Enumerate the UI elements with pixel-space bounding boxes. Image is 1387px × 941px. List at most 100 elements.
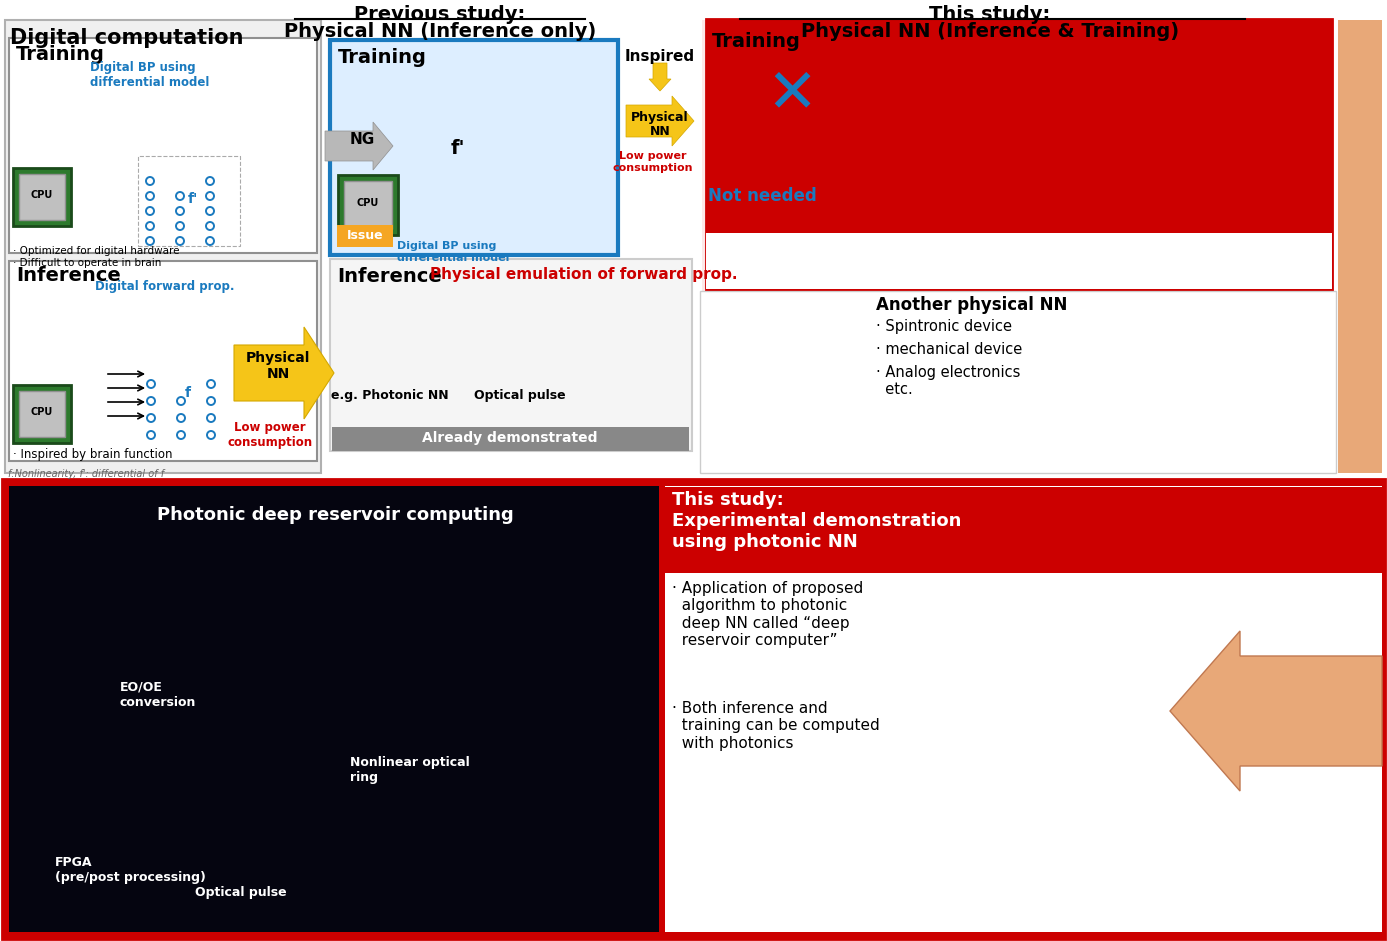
Text: EO/OE
conversion: EO/OE conversion xyxy=(121,681,197,709)
Text: Photonic deep reservoir computing: Photonic deep reservoir computing xyxy=(157,506,513,524)
Text: · Both inference and
  training can be computed
  with photonics: · Both inference and training can be com… xyxy=(671,701,879,751)
Text: Not needed: Not needed xyxy=(707,187,817,205)
Circle shape xyxy=(146,237,154,245)
Bar xyxy=(1338,20,1381,473)
Text: · Spintronic device: · Spintronic device xyxy=(877,319,1013,334)
Circle shape xyxy=(207,380,215,388)
Bar xyxy=(337,225,393,247)
Circle shape xyxy=(207,192,214,200)
Circle shape xyxy=(147,380,155,388)
Text: Training: Training xyxy=(712,32,800,51)
Text: This study: Novel algorithm
(Augmented DFA): This study: Novel algorithm (Augmented D… xyxy=(710,239,970,278)
Text: · Inspired by brain function: · Inspired by brain function xyxy=(12,448,172,461)
Text: Low power
consumption: Low power consumption xyxy=(613,151,694,172)
Text: CPU: CPU xyxy=(31,190,53,200)
Bar xyxy=(12,385,71,443)
Bar xyxy=(8,38,318,253)
Text: Optical pulse: Optical pulse xyxy=(474,389,566,402)
Bar xyxy=(137,156,240,246)
Circle shape xyxy=(178,431,184,439)
Bar xyxy=(6,20,320,473)
Text: Physical
NN: Physical NN xyxy=(245,351,311,381)
Bar xyxy=(664,486,1381,932)
Bar xyxy=(19,391,65,437)
Text: Digital BP using
differential model: Digital BP using differential model xyxy=(397,241,509,263)
Circle shape xyxy=(176,237,184,245)
Text: · mechanical device: · mechanical device xyxy=(877,342,1022,357)
Circle shape xyxy=(178,397,184,405)
Text: Physical NN (Inference & Training): Physical NN (Inference & Training) xyxy=(800,22,1179,41)
Text: · Analog electronics
  etc.: · Analog electronics etc. xyxy=(877,365,1021,397)
Bar xyxy=(706,19,1332,289)
Bar xyxy=(331,427,689,451)
Bar xyxy=(706,233,1332,289)
Bar xyxy=(19,174,65,220)
Text: · Optimized for digital hardware: · Optimized for digital hardware xyxy=(12,246,179,256)
Text: This study:: This study: xyxy=(929,5,1050,24)
Text: Another physical NN: Another physical NN xyxy=(877,296,1068,314)
Circle shape xyxy=(176,207,184,215)
Text: Digital forward prop.: Digital forward prop. xyxy=(94,280,234,293)
Bar xyxy=(8,261,318,461)
Bar xyxy=(702,20,1334,473)
Text: Previous study:: Previous study: xyxy=(354,5,526,24)
Text: CPU: CPU xyxy=(356,198,379,208)
Text: f: f xyxy=(184,386,191,400)
Text: Inference: Inference xyxy=(337,267,441,286)
Text: Already demonstrated: Already demonstrated xyxy=(422,431,598,445)
Text: Nonlinear optical
ring: Nonlinear optical ring xyxy=(350,756,470,784)
Polygon shape xyxy=(1171,631,1381,791)
Circle shape xyxy=(176,222,184,230)
Polygon shape xyxy=(234,327,334,419)
Text: f': f' xyxy=(451,138,465,157)
Bar xyxy=(330,259,692,451)
Circle shape xyxy=(207,177,214,185)
Circle shape xyxy=(207,207,214,215)
Circle shape xyxy=(146,207,154,215)
Bar xyxy=(330,40,619,255)
Text: Inference: Inference xyxy=(17,266,121,285)
Text: This study:
Experimental demonstration
using photonic NN: This study: Experimental demonstration u… xyxy=(671,491,961,550)
Text: Physical emulation of forward prop.: Physical emulation of forward prop. xyxy=(430,267,738,282)
Text: Random projection
on physical system: Random projection on physical system xyxy=(841,36,989,66)
Circle shape xyxy=(146,192,154,200)
Text: Low power
consumption: Low power consumption xyxy=(227,421,312,449)
Bar xyxy=(700,291,1336,473)
Text: Inspired: Inspired xyxy=(626,49,695,64)
Bar xyxy=(338,175,398,235)
Bar xyxy=(344,181,393,229)
Circle shape xyxy=(207,237,214,245)
Circle shape xyxy=(178,414,184,422)
Circle shape xyxy=(146,222,154,230)
Bar xyxy=(664,487,1381,573)
Text: Issue: Issue xyxy=(347,229,383,242)
Text: Physical: Physical xyxy=(631,110,689,123)
Circle shape xyxy=(147,397,155,405)
Text: Training: Training xyxy=(338,48,427,67)
Text: ✕: ✕ xyxy=(767,66,817,124)
Text: FPGA
(pre/post processing): FPGA (pre/post processing) xyxy=(55,856,205,884)
Circle shape xyxy=(207,414,215,422)
FancyArrow shape xyxy=(626,96,694,146)
Circle shape xyxy=(176,192,184,200)
Circle shape xyxy=(146,177,154,185)
Text: · Application of proposed
  algorithm to photonic
  deep NN called “deep
  reser: · Application of proposed algorithm to p… xyxy=(671,581,863,648)
Text: Digital BP using
differential model: Digital BP using differential model xyxy=(90,61,209,89)
Circle shape xyxy=(207,397,215,405)
Bar xyxy=(8,486,659,932)
Text: · Difficult to operate in brain: · Difficult to operate in brain xyxy=(12,258,161,268)
Bar xyxy=(12,168,71,226)
Text: f': f' xyxy=(187,192,198,206)
Text: NN: NN xyxy=(649,124,670,137)
Text: Digital computation: Digital computation xyxy=(10,28,244,48)
FancyArrow shape xyxy=(325,122,393,170)
Text: Training: Training xyxy=(17,45,105,64)
Text: NG: NG xyxy=(350,132,374,147)
Text: f:Nonlinearity, f': differential of f: f:Nonlinearity, f': differential of f xyxy=(8,469,164,479)
Text: CPU: CPU xyxy=(31,407,53,417)
Text: e.g. Photonic NN: e.g. Photonic NN xyxy=(331,389,449,402)
Circle shape xyxy=(207,431,215,439)
Text: Optical pulse: Optical pulse xyxy=(196,886,287,899)
Circle shape xyxy=(147,431,155,439)
FancyArrow shape xyxy=(649,63,671,91)
